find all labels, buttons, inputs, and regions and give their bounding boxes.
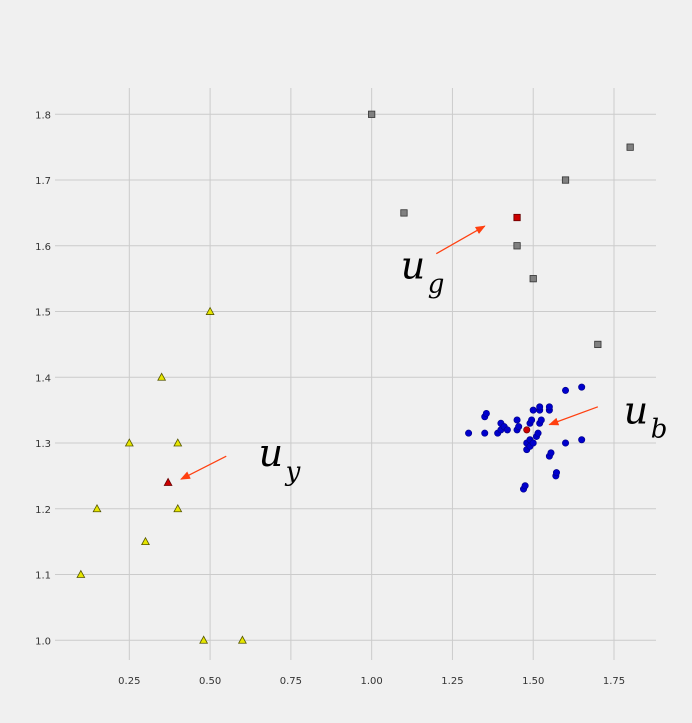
circle-point (515, 423, 523, 431)
annotation-subscript: b (651, 414, 668, 444)
annotation-label: u (259, 431, 283, 475)
y-tick-label: 1.7 (35, 176, 51, 187)
centroid-u-b (523, 426, 531, 434)
circle-point (503, 426, 511, 434)
circle-point (482, 409, 490, 417)
x-tick-label: 0.50 (199, 676, 221, 687)
triangle-point (157, 372, 167, 381)
circle-point (536, 403, 544, 411)
tick-labels: 0.25 0.50 0.75 1.00 1.25 1.50 1.75 1.0 1.1 1.2 1.3… (35, 110, 625, 687)
triangle-point (92, 503, 102, 513)
triangle-point (173, 438, 183, 447)
circle-point (545, 403, 553, 411)
annotation-label: u (624, 388, 648, 432)
square-point (626, 143, 634, 151)
square-point (368, 110, 376, 118)
x-tick-label: 1.75 (603, 676, 625, 687)
square-point (529, 275, 537, 283)
annotation-arrow (548, 406, 599, 426)
circle-point (534, 429, 542, 437)
y-tick-label: 1.4 (35, 373, 51, 384)
triangle-point (237, 635, 247, 644)
square-point (400, 209, 408, 217)
y-tick-label: 1.2 (35, 505, 51, 516)
x-tick-label: 1.50 (522, 676, 544, 687)
y-tick-label: 1.8 (35, 110, 51, 121)
x-tick-label: 1.25 (441, 676, 463, 687)
annotations: u yu gu b (180, 225, 668, 487)
circle-point (465, 429, 473, 437)
y-tick-label: 1.3 (35, 439, 51, 450)
circle-point (562, 386, 570, 394)
square-point (513, 242, 521, 250)
y-tick-label: 1.5 (35, 308, 51, 319)
circle-point (552, 469, 560, 477)
x-tick-label: 1.00 (361, 676, 383, 687)
x-tick-label: 0.25 (118, 676, 140, 687)
circle-point (513, 416, 521, 424)
triangle-point (173, 503, 183, 513)
annotation-subscript: y (285, 457, 301, 487)
annotation-arrow (180, 455, 227, 480)
circle-point (562, 439, 570, 447)
centroid-u-y (163, 477, 173, 486)
circle-point (529, 439, 537, 447)
data-points (76, 110, 634, 644)
x-tick-label: 0.75 (280, 676, 302, 687)
triangle-point (199, 635, 209, 644)
annotation-label: u (401, 244, 425, 288)
triangle-point (141, 536, 150, 546)
y-tick-label: 1.6 (35, 242, 51, 253)
circle-point (578, 436, 586, 444)
circle-point (547, 449, 555, 457)
grid-lines (55, 88, 656, 660)
square-point (594, 340, 602, 349)
centroid-u-g (513, 213, 521, 222)
triangle-point (124, 438, 134, 447)
square-point (561, 176, 570, 184)
annotation-arrow (435, 225, 486, 255)
triangle-point (205, 306, 215, 315)
circle-point (528, 416, 536, 424)
y-tick-label: 1.0 (35, 636, 51, 647)
circle-point (529, 406, 537, 414)
circle-point (481, 429, 489, 437)
triangle-point (76, 569, 86, 578)
circle-point (537, 416, 545, 424)
y-tick-label: 1.1 (35, 571, 51, 582)
circle-point (521, 482, 529, 490)
annotation-subscript: g (428, 270, 445, 300)
circle-point (578, 383, 586, 391)
